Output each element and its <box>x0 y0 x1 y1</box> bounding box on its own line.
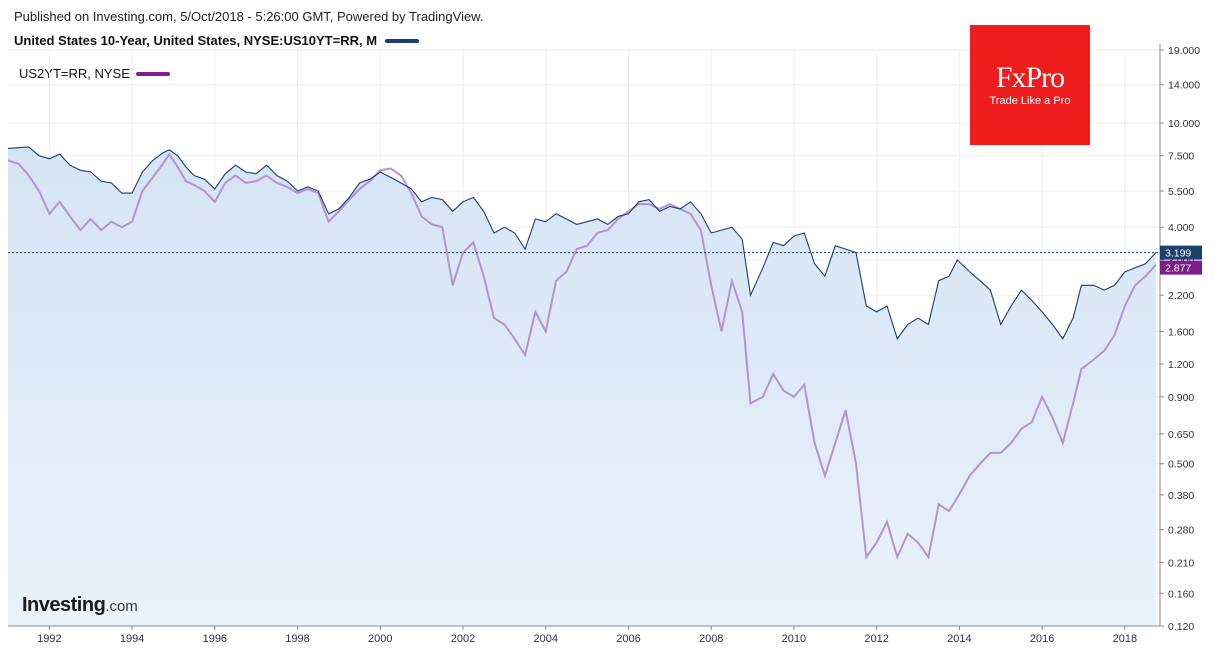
y-tick-label-9: 1.200 <box>1168 359 1194 371</box>
series-10y-area <box>8 147 1156 626</box>
brand-name: FxPro <box>995 61 1065 94</box>
y-tick-label-3: 7.500 <box>1168 151 1194 163</box>
svg-text:3.199: 3.199 <box>1165 248 1191 260</box>
x-tick-label-9: 2010 <box>782 633 806 645</box>
last-value-labels: 3.199 2.877 <box>1160 245 1202 275</box>
x-tick-label-6: 2004 <box>533 633 557 645</box>
x-tick-label-5: 2002 <box>451 633 475 645</box>
series-2y-line <box>7 152 1157 560</box>
x-tick-label-3: 1998 <box>285 633 309 645</box>
legend-10y-label: United States 10-Year, United States, NY… <box>14 33 378 48</box>
y-tick-label-13: 0.380 <box>1168 490 1194 502</box>
y-tick-label-15: 0.210 <box>1168 557 1194 569</box>
x-tick-label-2: 1996 <box>203 633 227 645</box>
y-tick-label-4: 5.500 <box>1168 186 1194 198</box>
x-tick-label-8: 2008 <box>699 633 723 645</box>
legend-10y[interactable]: United States 10-Year, United States, NY… <box>14 33 420 48</box>
last-value-badge-10y: 3.199 <box>1160 245 1202 260</box>
x-tick-label-10: 2012 <box>864 633 888 645</box>
x-tick-label-4: 2000 <box>368 633 392 645</box>
x-tick-label-11: 2014 <box>947 633 971 645</box>
published-info: Published on Investing.com, 5/Oct/2018 -… <box>14 9 484 24</box>
x-tick-label-12: 2016 <box>1030 633 1054 645</box>
watermark-main: Investing <box>22 594 106 616</box>
brand-tagline: Trade Like a Pro <box>989 95 1071 107</box>
x-axis: 1992 1994 1996 1998 2000 2002 2004 2006 2008 2010… <box>37 626 1137 645</box>
legend-10y-swatch <box>385 38 420 43</box>
y-tick-label-2: 10.000 <box>1168 118 1200 130</box>
legend-2y[interactable]: US2YT=RR, NYSE <box>19 66 170 81</box>
y-tick-label-1: 14.000 <box>1168 80 1200 92</box>
y-tick-label-10: 0.900 <box>1168 392 1194 404</box>
investing-watermark: Investing.com <box>22 594 138 617</box>
series-10y-line <box>7 146 1157 341</box>
y-tick-label-12: 0.500 <box>1168 459 1194 471</box>
y-tick-label-14: 0.280 <box>1168 525 1194 537</box>
watermark-suffix: .com <box>105 598 138 615</box>
x-tick-label-0: 1992 <box>37 633 61 645</box>
x-tick-label-7: 2006 <box>616 633 640 645</box>
y-tick-label-5: 4.000 <box>1168 222 1194 234</box>
legend-2y-swatch <box>135 71 170 76</box>
y-tick-label-0: 19.000 <box>1168 45 1200 57</box>
svg-text:2.877: 2.877 <box>1165 263 1191 275</box>
legend-2y-label: US2YT=RR, NYSE <box>19 66 130 81</box>
y-axis: 19.00014.00010.0007.5005.5004.0003.0002.… <box>1160 45 1200 633</box>
last-value-badge-2y: 2.877 <box>1160 260 1202 275</box>
y-tick-label-7: 2.200 <box>1168 290 1194 302</box>
x-tick-label-1: 1994 <box>120 633 144 645</box>
y-tick-label-17: 0.120 <box>1168 621 1194 633</box>
y-tick-label-11: 0.650 <box>1168 429 1194 441</box>
x-tick-label-13: 2018 <box>1113 633 1137 645</box>
fxpro-logo: FxPro Trade Like a Pro <box>970 25 1090 145</box>
y-tick-label-8: 1.600 <box>1168 326 1194 338</box>
y-tick-label-16: 0.160 <box>1168 588 1194 600</box>
